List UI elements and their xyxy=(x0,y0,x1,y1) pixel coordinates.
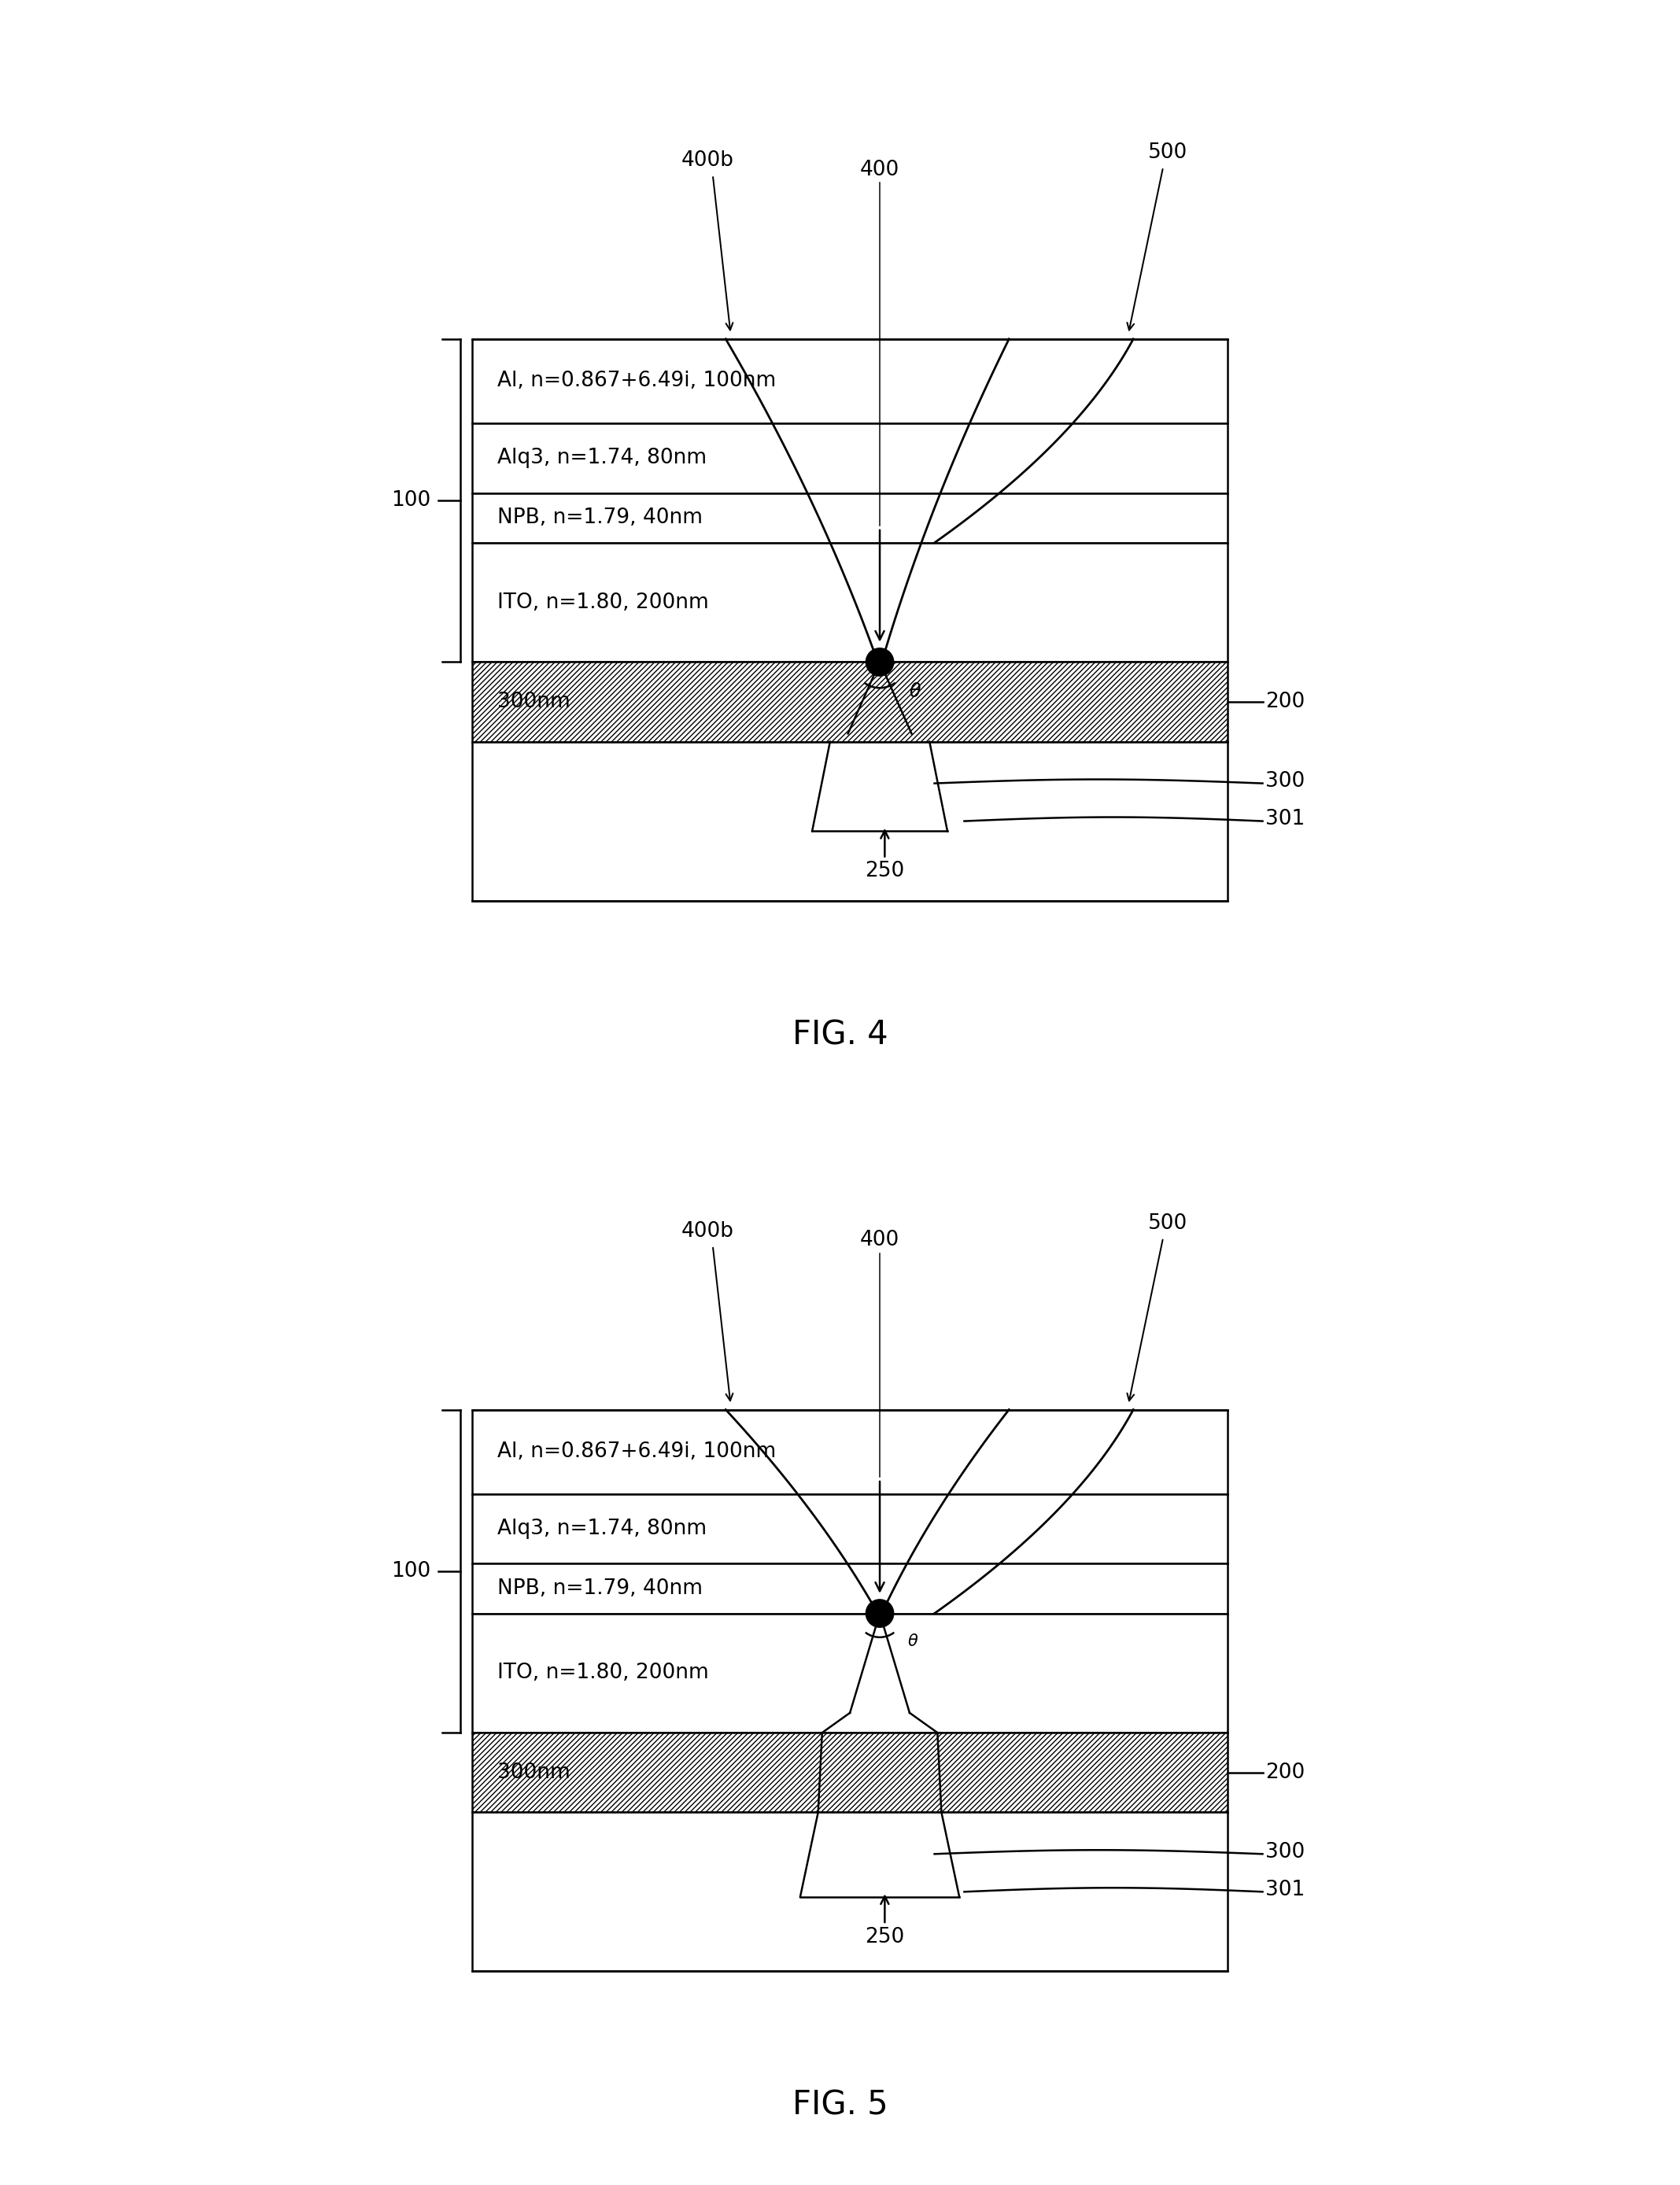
Text: FIG. 5: FIG. 5 xyxy=(793,2089,887,2122)
Text: Al, n=0.867+6.49i, 100nm: Al, n=0.867+6.49i, 100nm xyxy=(497,1442,776,1462)
Text: Alq3, n=1.74, 80nm: Alq3, n=1.74, 80nm xyxy=(497,448,706,468)
Text: Al, n=0.867+6.49i, 100nm: Al, n=0.867+6.49i, 100nm xyxy=(497,371,776,391)
Text: 400: 400 xyxy=(860,1230,899,1250)
Text: ITO, n=1.80, 200nm: ITO, n=1.80, 200nm xyxy=(497,592,709,612)
Text: ITO, n=1.80, 200nm: ITO, n=1.80, 200nm xyxy=(497,1663,709,1682)
Text: 500: 500 xyxy=(1149,1213,1188,1235)
Bar xyxy=(472,542,1228,662)
Text: 400: 400 xyxy=(860,160,899,179)
Bar xyxy=(472,1564,1228,1613)
Text: 300: 300 xyxy=(1265,771,1305,791)
Bar xyxy=(472,741,1228,900)
Text: 300: 300 xyxy=(1265,1842,1305,1862)
Text: FIG. 4: FIG. 4 xyxy=(793,1018,887,1051)
Text: 301: 301 xyxy=(1265,1879,1305,1901)
Text: 400b: 400b xyxy=(682,1221,734,1241)
Bar xyxy=(472,1409,1228,1495)
Bar xyxy=(472,339,1228,424)
Text: 300nm: 300nm xyxy=(497,1763,570,1783)
Text: NPB, n=1.79, 40nm: NPB, n=1.79, 40nm xyxy=(497,1578,702,1599)
Bar xyxy=(472,1495,1228,1564)
Bar xyxy=(472,424,1228,494)
Bar xyxy=(472,494,1228,542)
Text: 100: 100 xyxy=(391,1560,430,1582)
Bar xyxy=(472,1613,1228,1733)
Text: 301: 301 xyxy=(1265,808,1305,830)
Text: Alq3, n=1.74, 80nm: Alq3, n=1.74, 80nm xyxy=(497,1519,706,1538)
Text: 100: 100 xyxy=(391,489,430,511)
Text: NPB, n=1.79, 40nm: NPB, n=1.79, 40nm xyxy=(497,507,702,529)
Text: 200: 200 xyxy=(1265,1763,1305,1783)
Bar xyxy=(472,1733,1228,1811)
Text: 250: 250 xyxy=(865,861,904,881)
Circle shape xyxy=(865,1599,894,1628)
Text: 200: 200 xyxy=(1265,693,1305,712)
Text: 300nm: 300nm xyxy=(497,693,570,712)
Text: 500: 500 xyxy=(1149,142,1188,164)
Text: 250: 250 xyxy=(865,1927,904,1947)
Text: θ: θ xyxy=(907,1634,917,1650)
Text: θ: θ xyxy=(909,682,921,701)
Text: 400b: 400b xyxy=(682,151,734,170)
Bar xyxy=(472,662,1228,741)
Bar xyxy=(472,1811,1228,1971)
Circle shape xyxy=(865,649,894,675)
